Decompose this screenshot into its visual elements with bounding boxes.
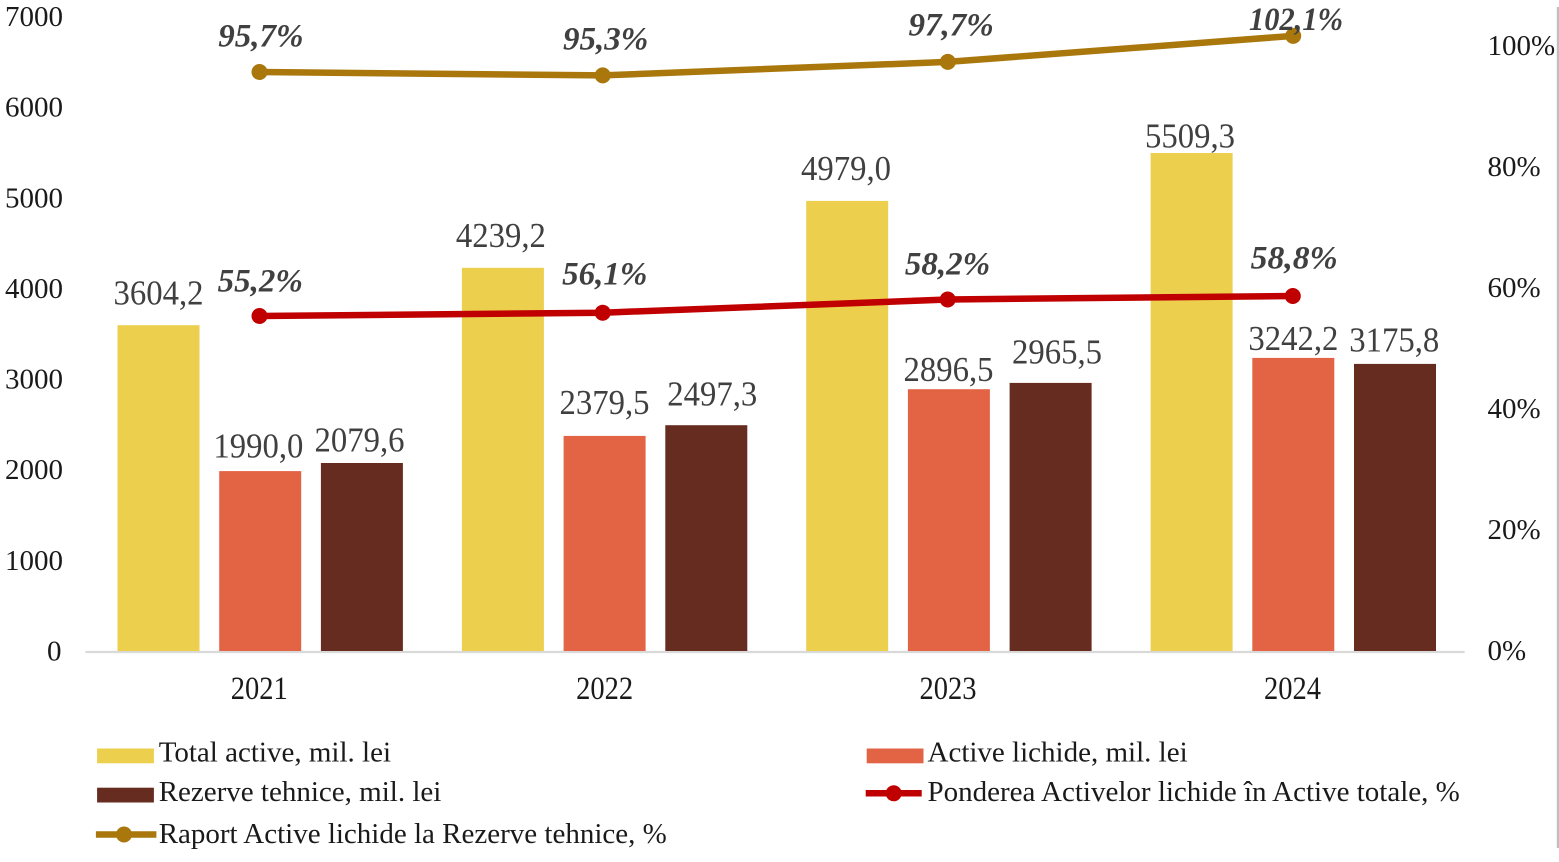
svg-text:40%: 40% <box>1488 393 1541 425</box>
svg-text:97,7%: 97,7% <box>908 8 993 44</box>
svg-text:2079,6: 2079,6 <box>315 421 405 460</box>
svg-text:2021: 2021 <box>231 671 288 707</box>
svg-text:1990,0: 1990,0 <box>213 427 303 466</box>
svg-text:0%: 0% <box>1488 635 1527 667</box>
svg-text:55,2%: 55,2% <box>218 264 303 300</box>
svg-text:95,7%: 95,7% <box>218 18 303 54</box>
svg-text:2379,5: 2379,5 <box>560 383 650 422</box>
svg-text:2024: 2024 <box>1264 671 1321 707</box>
svg-text:0: 0 <box>47 636 62 668</box>
svg-text:2022: 2022 <box>576 671 633 707</box>
svg-text:20%: 20% <box>1488 514 1541 546</box>
svg-text:2000: 2000 <box>5 454 63 486</box>
svg-text:3604,2: 3604,2 <box>114 274 204 313</box>
svg-text:6000: 6000 <box>5 92 63 124</box>
svg-text:5509,3: 5509,3 <box>1145 117 1235 156</box>
svg-text:4979,0: 4979,0 <box>801 149 891 188</box>
svg-text:2965,5: 2965,5 <box>1012 332 1102 371</box>
svg-text:102,1%: 102,1% <box>1249 2 1343 38</box>
svg-text:Raport Active lichide la Rezer: Raport Active lichide la Rezerve tehnice… <box>159 818 667 850</box>
svg-text:3000: 3000 <box>5 364 63 396</box>
svg-text:1000: 1000 <box>5 545 63 577</box>
svg-text:Rezerve tehnice, mil. lei: Rezerve tehnice, mil. lei <box>159 776 442 808</box>
svg-text:95,3%: 95,3% <box>563 22 648 58</box>
svg-text:Ponderea Activelor lichide în: Ponderea Activelor lichide în Active tot… <box>928 776 1460 808</box>
svg-text:100%: 100% <box>1488 30 1556 62</box>
svg-text:60%: 60% <box>1488 272 1541 304</box>
svg-text:Total active, mil. lei: Total active, mil. lei <box>159 736 391 768</box>
svg-text:7000: 7000 <box>5 1 63 33</box>
svg-text:2497,3: 2497,3 <box>667 375 757 414</box>
svg-text:2896,5: 2896,5 <box>904 350 994 389</box>
svg-text:2023: 2023 <box>920 671 977 707</box>
svg-text:3242,2: 3242,2 <box>1248 319 1338 358</box>
svg-text:80%: 80% <box>1488 151 1541 183</box>
svg-text:Active lichide, mil. lei: Active lichide, mil. lei <box>928 736 1188 768</box>
svg-text:4000: 4000 <box>5 273 63 305</box>
svg-text:56,1%: 56,1% <box>562 257 647 293</box>
svg-text:5000: 5000 <box>5 182 63 214</box>
svg-text:58,2%: 58,2% <box>905 247 990 283</box>
svg-text:3175,8: 3175,8 <box>1349 320 1439 359</box>
svg-text:4239,2: 4239,2 <box>456 216 546 255</box>
svg-text:58,8%: 58,8% <box>1251 241 1338 277</box>
